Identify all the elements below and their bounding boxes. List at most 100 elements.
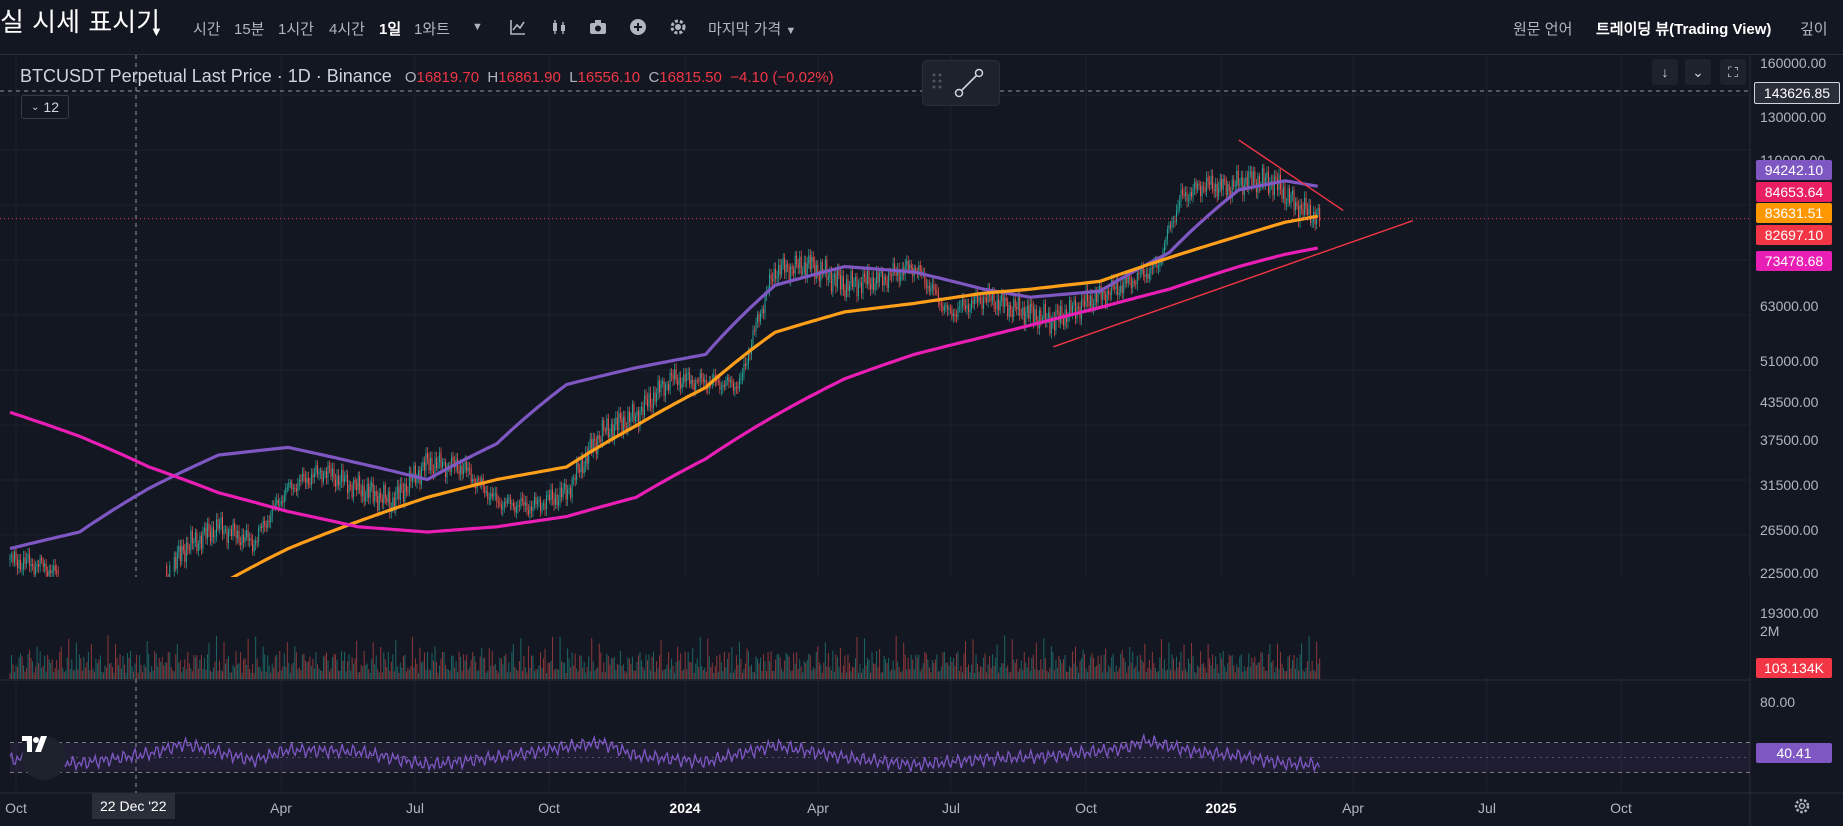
candle-body bbox=[764, 296, 766, 313]
candle-body bbox=[466, 461, 468, 472]
candle-body bbox=[1195, 181, 1197, 190]
volume-bar bbox=[574, 653, 576, 679]
drag-handle-icon[interactable] bbox=[923, 61, 999, 105]
volume-bar bbox=[924, 651, 926, 679]
candle-body bbox=[1169, 225, 1171, 228]
chart-area[interactable]: BTCUSDT Perpetual Last Price · 1D · Bina… bbox=[0, 55, 1843, 826]
volume-bar bbox=[502, 664, 504, 679]
original-language-link[interactable]: 원문 언어 bbox=[1513, 21, 1573, 38]
volume-bar bbox=[839, 647, 841, 679]
arrow-down-icon[interactable]: ↓ bbox=[1652, 59, 1678, 85]
volume-bar bbox=[1278, 668, 1280, 679]
candle-body bbox=[187, 542, 189, 550]
candle-body bbox=[839, 275, 841, 290]
camera-icon[interactable] bbox=[588, 17, 608, 37]
candle-body bbox=[289, 482, 291, 484]
volume-bar bbox=[518, 661, 520, 679]
candle-body bbox=[300, 480, 302, 482]
candle-body bbox=[1182, 189, 1184, 194]
collapse-icon[interactable]: ⌄ bbox=[1685, 59, 1711, 85]
volume-bar bbox=[387, 652, 389, 679]
gear-icon[interactable] bbox=[668, 17, 688, 37]
interval-1[interactable]: 15분 bbox=[234, 21, 265, 38]
open-value: 16819.70 bbox=[416, 69, 480, 86]
candle-body bbox=[39, 557, 41, 567]
price-chart[interactable] bbox=[0, 55, 1843, 826]
candle-body bbox=[606, 418, 608, 431]
volume-bar bbox=[80, 658, 82, 679]
volume-bar bbox=[92, 668, 94, 679]
volume-bar bbox=[799, 659, 801, 679]
volume-bar bbox=[998, 672, 1000, 679]
candle-body bbox=[720, 387, 722, 390]
candle-body bbox=[580, 458, 582, 472]
interval-dropdown-icon[interactable]: ▼ bbox=[472, 21, 483, 33]
candle-body bbox=[479, 479, 481, 484]
trading-view-link[interactable]: 트레이딩 뷰(Trading View) bbox=[1596, 21, 1772, 38]
candle-body bbox=[264, 520, 266, 526]
volume-bar bbox=[380, 647, 382, 679]
candle-body bbox=[1121, 285, 1123, 293]
volume-bar bbox=[83, 656, 85, 679]
y-label-22500: 22500.00 bbox=[1760, 565, 1819, 581]
x-label-apr-2024: Apr bbox=[807, 800, 829, 816]
volume-bar bbox=[1201, 664, 1203, 679]
volume-bar bbox=[1177, 667, 1179, 679]
volume-bar bbox=[252, 663, 254, 679]
drawing-toolbar[interactable] bbox=[922, 60, 1000, 106]
volume-bar bbox=[731, 647, 733, 679]
volume-bar bbox=[188, 663, 190, 679]
interval-4[interactable]: 1일 bbox=[379, 21, 402, 38]
candle-body bbox=[1032, 306, 1034, 323]
volume-bar bbox=[93, 671, 95, 679]
candle-body bbox=[452, 456, 454, 462]
candle-body bbox=[729, 380, 731, 382]
volume-bar bbox=[21, 656, 23, 679]
candle-body bbox=[656, 393, 658, 403]
candle-body bbox=[687, 372, 689, 375]
volume-bar bbox=[304, 660, 306, 679]
chevron-down-icon[interactable]: ▼ bbox=[150, 24, 163, 39]
volume-bar bbox=[18, 657, 20, 679]
tradingview-logo-icon[interactable] bbox=[22, 736, 66, 780]
interval-2[interactable]: 1시간 bbox=[278, 21, 314, 38]
candle-body bbox=[1210, 176, 1212, 185]
candle-body bbox=[369, 487, 371, 498]
candle-body bbox=[255, 540, 257, 545]
interval-5[interactable]: 1와트 bbox=[414, 21, 450, 38]
volume-bar bbox=[549, 662, 551, 679]
candle-body bbox=[291, 482, 293, 490]
interval-0[interactable]: 시간 bbox=[193, 21, 221, 38]
settings-icon[interactable] bbox=[1793, 797, 1811, 815]
depth-link[interactable]: 깊이 bbox=[1800, 21, 1828, 38]
candle-body bbox=[716, 380, 718, 382]
volume-bar bbox=[543, 658, 545, 679]
candle-body bbox=[564, 483, 566, 489]
interval-3[interactable]: 4시간 bbox=[329, 21, 365, 38]
candle-body bbox=[1067, 316, 1069, 323]
volume-bar bbox=[407, 667, 409, 679]
volume-bar bbox=[856, 636, 858, 679]
candle-body bbox=[451, 456, 453, 472]
candle-body bbox=[987, 288, 989, 302]
volume-bar bbox=[607, 655, 609, 679]
candle-body bbox=[1174, 221, 1176, 223]
volume-bar bbox=[738, 642, 740, 679]
fullscreen-icon[interactable]: ⛶ bbox=[1720, 59, 1746, 85]
volume-bar bbox=[1319, 658, 1321, 679]
candle-body bbox=[971, 299, 973, 310]
candle-body bbox=[1216, 184, 1218, 197]
volume-bar bbox=[60, 646, 62, 679]
y-label-19300: 19300.00 bbox=[1760, 605, 1819, 621]
add-icon[interactable] bbox=[628, 17, 648, 37]
volume-bar bbox=[440, 658, 442, 679]
volume-bar bbox=[14, 671, 16, 679]
indicators-icon[interactable] bbox=[508, 17, 528, 37]
volume-bar bbox=[87, 651, 89, 679]
volume-bar bbox=[918, 654, 920, 679]
price-type-select[interactable]: 마지막 가격 ▼ bbox=[708, 18, 796, 39]
indicators-collapse-button[interactable]: ⌄ 12 bbox=[21, 95, 69, 119]
candle-style-icon[interactable] bbox=[549, 17, 569, 37]
candle-body bbox=[747, 353, 749, 365]
candle-body bbox=[877, 271, 879, 283]
